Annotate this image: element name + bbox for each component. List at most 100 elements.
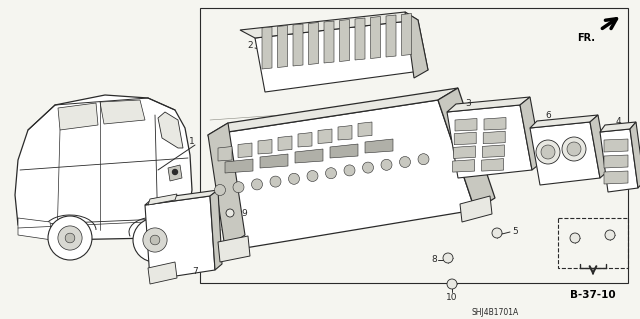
Text: FR.: FR. — [577, 33, 595, 43]
Polygon shape — [604, 171, 628, 184]
Polygon shape — [293, 24, 303, 66]
Text: 10: 10 — [446, 293, 458, 301]
Polygon shape — [58, 103, 98, 130]
Text: 7: 7 — [192, 268, 198, 277]
Circle shape — [48, 216, 92, 260]
Polygon shape — [483, 131, 505, 144]
Polygon shape — [318, 129, 332, 144]
Polygon shape — [15, 95, 192, 240]
Circle shape — [233, 182, 244, 193]
Circle shape — [381, 159, 392, 170]
Polygon shape — [455, 118, 477, 131]
Polygon shape — [258, 139, 272, 154]
Text: 2: 2 — [247, 41, 253, 49]
Polygon shape — [240, 12, 418, 38]
Polygon shape — [484, 117, 506, 130]
Circle shape — [567, 142, 581, 156]
Polygon shape — [260, 154, 288, 168]
Circle shape — [443, 253, 453, 263]
Polygon shape — [278, 136, 292, 151]
Polygon shape — [278, 26, 287, 68]
Polygon shape — [405, 12, 428, 78]
Text: B-37-10: B-37-10 — [570, 290, 616, 300]
Circle shape — [605, 230, 615, 240]
Polygon shape — [158, 112, 183, 148]
Circle shape — [58, 226, 82, 250]
Polygon shape — [208, 123, 245, 248]
Polygon shape — [208, 100, 475, 248]
Polygon shape — [530, 122, 600, 185]
Circle shape — [143, 228, 167, 252]
Polygon shape — [520, 97, 542, 170]
Text: 1: 1 — [189, 137, 195, 146]
Polygon shape — [386, 15, 396, 57]
Polygon shape — [604, 139, 628, 152]
Circle shape — [150, 235, 160, 245]
Polygon shape — [530, 115, 598, 128]
Circle shape — [214, 184, 225, 196]
Text: 8: 8 — [431, 256, 437, 264]
Polygon shape — [330, 144, 358, 158]
Polygon shape — [208, 88, 458, 135]
Circle shape — [418, 154, 429, 165]
Text: 5: 5 — [512, 226, 518, 235]
Polygon shape — [453, 146, 476, 159]
Polygon shape — [604, 155, 628, 168]
Text: 9: 9 — [241, 209, 247, 218]
Polygon shape — [225, 159, 253, 173]
Circle shape — [362, 162, 374, 173]
Polygon shape — [148, 194, 177, 205]
Polygon shape — [148, 262, 177, 284]
Circle shape — [173, 169, 177, 174]
Circle shape — [65, 233, 75, 243]
Polygon shape — [210, 190, 222, 270]
Circle shape — [133, 218, 177, 262]
Polygon shape — [168, 165, 182, 181]
Polygon shape — [100, 100, 145, 124]
Polygon shape — [145, 190, 218, 205]
Polygon shape — [218, 236, 250, 262]
Bar — [558, 218, 628, 268]
Circle shape — [226, 209, 234, 217]
Polygon shape — [438, 88, 495, 210]
Circle shape — [270, 176, 281, 187]
Polygon shape — [339, 19, 349, 62]
Polygon shape — [145, 196, 215, 280]
Polygon shape — [600, 129, 638, 192]
Text: 4: 4 — [615, 116, 621, 125]
Circle shape — [447, 279, 457, 289]
Polygon shape — [262, 27, 272, 69]
Polygon shape — [460, 196, 492, 222]
Polygon shape — [600, 122, 636, 132]
Circle shape — [307, 170, 318, 182]
Circle shape — [326, 168, 337, 179]
Polygon shape — [295, 149, 323, 163]
Circle shape — [562, 137, 586, 161]
Circle shape — [289, 173, 300, 184]
Polygon shape — [482, 159, 504, 171]
Polygon shape — [355, 18, 365, 60]
Polygon shape — [218, 146, 232, 161]
Circle shape — [541, 145, 555, 159]
Circle shape — [492, 228, 502, 238]
Polygon shape — [590, 115, 608, 178]
Circle shape — [399, 157, 410, 167]
Polygon shape — [358, 122, 372, 137]
Polygon shape — [365, 139, 393, 153]
Circle shape — [570, 233, 580, 243]
Polygon shape — [630, 122, 640, 188]
Text: 6: 6 — [545, 112, 551, 121]
Polygon shape — [255, 20, 428, 92]
Polygon shape — [454, 132, 476, 145]
Bar — [200, 8, 628, 283]
Circle shape — [536, 140, 560, 164]
Circle shape — [252, 179, 262, 190]
Text: 3: 3 — [465, 99, 471, 108]
Polygon shape — [371, 17, 381, 58]
Polygon shape — [447, 97, 530, 112]
Polygon shape — [18, 218, 52, 240]
Polygon shape — [447, 105, 532, 178]
Polygon shape — [338, 125, 352, 140]
Polygon shape — [483, 145, 504, 157]
Circle shape — [344, 165, 355, 176]
